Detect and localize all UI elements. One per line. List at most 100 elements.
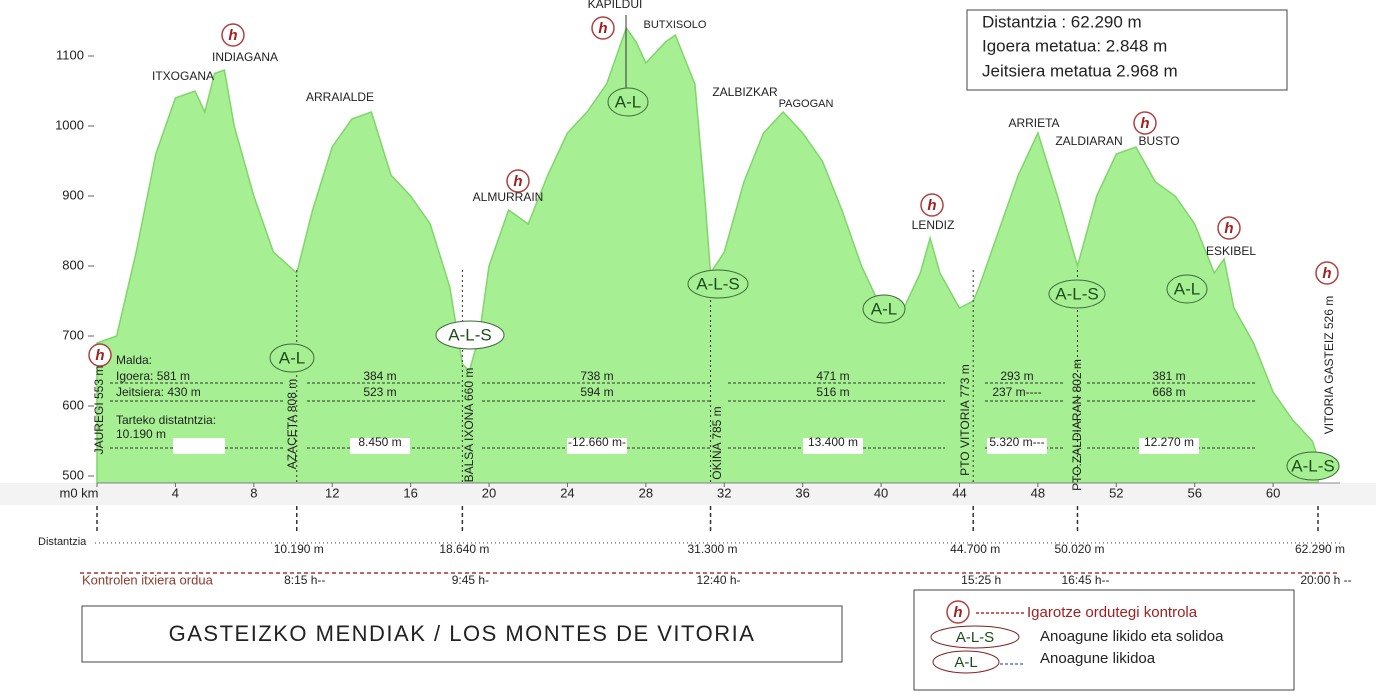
closing-time: 8:15 h-- — [284, 573, 325, 587]
legend-label: Anoagune likido eta solidoa — [1040, 628, 1224, 645]
control-label: BALSA IXONA 660 m — [462, 368, 476, 483]
x-tick-label: m0 km — [60, 485, 99, 500]
x-tick-label: 44 — [952, 485, 966, 500]
peak-label: PAGOGAN — [779, 98, 834, 110]
aid-station-liquid-text: A-L — [615, 92, 641, 111]
aid-station-liquid-text: A-L — [871, 299, 897, 318]
first-segment-info: Tarteko distatntzia: — [116, 413, 216, 427]
peak-label: BUSTO — [1138, 134, 1179, 148]
first-segment-info: 10.190 m — [116, 427, 166, 441]
y-tick-label: 500 — [62, 467, 84, 482]
x-tick-label: 8 — [250, 485, 257, 500]
chart-title: GASTEIZKO MENDIAK / LOS MONTES DE VITORI… — [169, 621, 756, 646]
peak-label: ZALBIZKAR — [712, 85, 778, 99]
legend-marker — [930, 625, 1020, 649]
segment-box — [1139, 438, 1199, 454]
station-distance: 44.700 m — [950, 542, 1000, 556]
segment-info: 237 m---- — [992, 385, 1041, 399]
segment-info: 516 m — [816, 385, 849, 399]
food-control-marker-text: h — [1140, 115, 1149, 132]
aid-station-solid — [435, 320, 505, 350]
y-tick-label: 800 — [62, 257, 84, 272]
segment-info: 384 m — [363, 369, 396, 383]
control-label: JAUREGI 553 m — [92, 366, 106, 455]
station-distance: 31.300 m — [688, 542, 738, 556]
aid-station-liquid-text: A-L — [1174, 279, 1200, 298]
segment-info: 738 m — [580, 369, 613, 383]
y-tick-label: 700 — [62, 327, 84, 342]
aid-station-liquid — [1166, 274, 1208, 304]
title-box — [81, 605, 843, 663]
x-tick-label: 60 — [1266, 485, 1280, 500]
control-label: PTO VITORIA 773 m — [958, 364, 972, 476]
control-label: VITORIA GASTEIZ 526 m — [1322, 296, 1336, 435]
closing-time: 9:45 h- — [452, 573, 489, 587]
segment-box — [803, 438, 863, 454]
station-distance: 18.640 m — [439, 542, 489, 556]
food-control-marker — [1133, 111, 1157, 135]
elevation-area — [96, 26, 1319, 484]
x-tick-label: 32 — [717, 485, 731, 500]
segment-info: 381 m — [1152, 369, 1185, 383]
axis-strip — [0, 483, 1376, 505]
segment-info: 12.270 m — [1144, 435, 1194, 449]
segment-info: 8.450 m — [358, 435, 401, 449]
x-tick-label: 56 — [1187, 485, 1201, 500]
food-control-marker-text: h — [1224, 220, 1233, 237]
food-control-marker — [221, 23, 245, 47]
y-tick-label: 1000 — [55, 117, 84, 132]
food-control-marker-text: h — [95, 347, 104, 364]
aid-station-liquid — [862, 294, 906, 324]
food-control-marker — [591, 16, 615, 40]
segment-info: 523 m — [363, 385, 396, 399]
x-tick-label: 48 — [1031, 485, 1045, 500]
x-tick-label: 28 — [639, 485, 653, 500]
food-control-marker — [1315, 261, 1339, 285]
peak-label: ITXOGANA — [152, 69, 214, 83]
distance-row-label: Distantzia — [38, 536, 87, 548]
food-control-marker-text: h — [1322, 265, 1331, 282]
food-control-marker-text: h — [228, 27, 237, 44]
legend-label: Igarotze ordutegi kontrola — [1027, 604, 1198, 621]
aid-station-solid-text: A-L-S — [1055, 284, 1098, 303]
y-tick-label: 1100 — [56, 47, 84, 62]
aid-station-liquid — [607, 87, 649, 117]
control-label: PTO.ZALDIARAN 802 m — [1070, 359, 1084, 491]
segment-box — [173, 438, 225, 454]
food-control-marker-text: h — [927, 197, 936, 214]
first-segment-info: Malda: — [116, 353, 152, 367]
peak-label: BUTXISOLO — [644, 19, 707, 31]
aid-station-liquid — [269, 343, 315, 373]
segment-info: 293 m — [1000, 369, 1033, 383]
segment-box — [350, 438, 410, 454]
peak-label: ESKIBEL — [1206, 244, 1256, 258]
x-tick-label: 12 — [325, 485, 339, 500]
x-tick-label: 20 — [482, 485, 496, 500]
control-label: OKINA 785 m — [710, 406, 724, 479]
info-line: Igoera metatua: 2.848 m — [982, 36, 1167, 55]
aid-station-solid — [1048, 279, 1106, 309]
first-segment-info: Jeitsiera: 430 m — [116, 385, 201, 399]
peak-label: INDIAGANA — [212, 50, 278, 64]
x-tick-label: 36 — [795, 485, 809, 500]
closing-time: 16:45 h-- — [1061, 573, 1109, 587]
peak-label: ARRIETA — [1008, 116, 1059, 130]
aid-station-solid — [1286, 451, 1340, 481]
station-distance: 62.290 m — [1295, 542, 1345, 556]
peak-label: LENDIZ — [912, 218, 955, 232]
legend-marker-text: h — [953, 604, 962, 621]
food-control-marker — [88, 343, 112, 367]
segment-box — [987, 438, 1047, 454]
food-control-marker — [1217, 216, 1241, 240]
peak-label: ARRAIALDE — [306, 90, 374, 104]
food-control-marker — [920, 193, 944, 217]
aid-station-liquid-text: A-L — [279, 348, 305, 367]
segment-info: 13.400 m — [808, 435, 858, 449]
aid-station-solid-text: A-L-S — [448, 325, 491, 344]
closing-time: 12:40 h- — [697, 573, 741, 587]
x-tick-label: 40 — [874, 485, 888, 500]
station-distance: 10.190 m — [274, 542, 324, 556]
y-tick-label: 900 — [62, 187, 84, 202]
x-tick-label: 4 — [172, 485, 179, 500]
x-tick-label: 52 — [1109, 485, 1123, 500]
